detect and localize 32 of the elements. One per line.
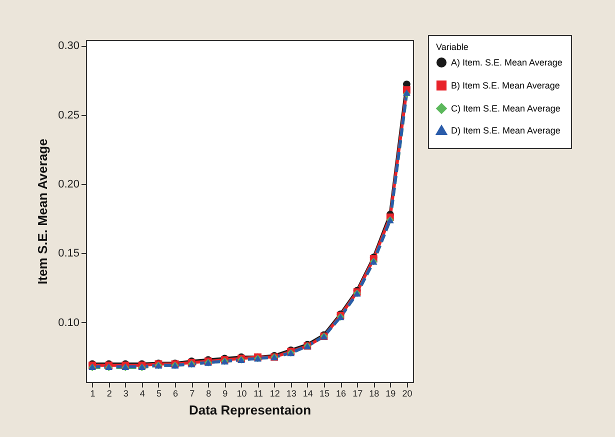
y-tick-label: 0.10 [58,316,80,329]
legend-label: B) Item S.E. Mean Average [451,80,560,90]
x-tick-label: 1 [90,388,96,398]
x-tick-label: 9 [222,388,228,398]
legend-label: D) Item S.E. Mean Average [451,126,560,136]
x-tick-label: 16 [336,388,346,398]
y-tick-label: 0.15 [58,248,80,260]
x-tick-label: 6 [173,388,178,398]
x-tick-label: 7 [190,388,195,398]
x-tick-label: 17 [352,388,363,398]
legend-label: C) Item S.E. Mean Average [451,104,560,114]
x-tick-label: 18 [369,388,380,398]
x-tick-label: 11 [254,388,263,398]
y-tick-label: 0.20 [58,178,80,190]
x-tick-label: 13 [286,388,296,398]
y-axis-title: Item S.E. Mean Average [35,138,50,284]
x-tick-label: 10 [236,388,247,398]
y-tick-label: 0.25 [58,109,80,122]
y-tick-label: 0.30 [58,40,80,52]
x-tick-label: 3 [123,388,128,398]
x-tick-label: 19 [386,388,396,398]
x-tick-label: 15 [319,388,330,398]
legend-title: Variable [436,42,468,52]
x-tick-label: 8 [206,388,212,398]
legend-label: A) Item. S.E. Mean Average [451,58,562,68]
x-tick-label: 5 [156,388,162,398]
x-tick-label: 2 [106,388,112,398]
x-tick-label: 12 [270,388,280,398]
x-axis-title: Data Representaion [188,402,312,418]
x-tick-label: 4 [140,388,145,398]
x-tick-label: 14 [302,388,313,398]
x-tick-label: 20 [402,388,412,398]
